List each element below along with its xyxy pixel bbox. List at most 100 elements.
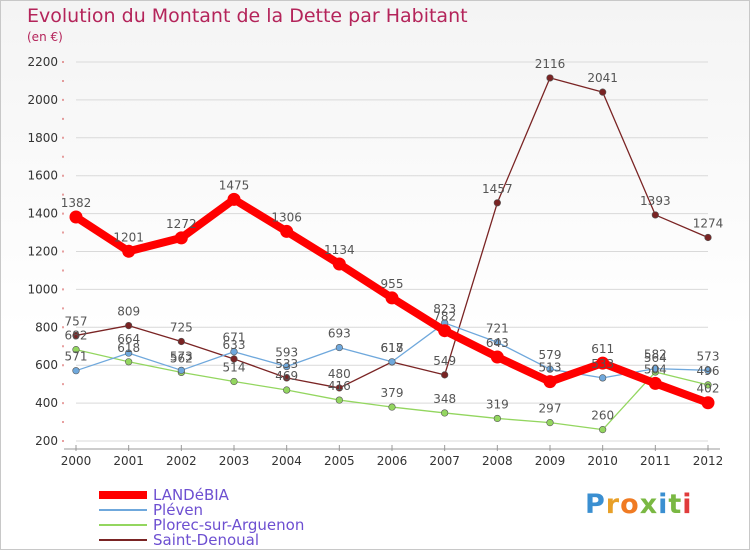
series-point [230, 355, 238, 363]
x-tick-label: 2008 [482, 454, 513, 468]
legend-label: Pléven [153, 500, 204, 519]
series-point [72, 346, 80, 354]
data-label: 1306 [271, 210, 302, 224]
series-point [704, 381, 712, 389]
y-tick-label: 800 [35, 320, 58, 334]
data-label: 533 [275, 357, 298, 371]
series-point [493, 414, 501, 423]
data-label: 562 [170, 351, 193, 365]
x-tick-label: 2003 [219, 454, 250, 468]
series-point [546, 74, 554, 82]
data-label: 582 [644, 348, 667, 362]
legend-swatch [99, 523, 147, 526]
data-label: 593 [275, 346, 298, 360]
logo-letter: t [668, 489, 683, 520]
data-label: 549 [433, 354, 456, 368]
data-label: 671 [223, 331, 246, 345]
chart-title: Evolution du Montant de la Dette par Hab… [27, 5, 468, 27]
y-axis: 200 400 600 800 1000 1200 1400 1600 1800 2000 2200 [27, 55, 64, 448]
data-label: 725 [170, 321, 193, 335]
x-tick-label: 2006 [377, 454, 408, 468]
logo-letter: o [620, 489, 640, 520]
data-label: 319 [486, 397, 509, 411]
legend-item: LANDéBIA [99, 485, 304, 504]
x-tick-label: 2012 [693, 454, 724, 468]
data-label: 379 [381, 386, 404, 400]
data-label: 579 [539, 348, 562, 362]
x-tick-label: 2001 [113, 454, 144, 468]
data-label: 1382 [61, 196, 92, 210]
series-point [72, 367, 80, 375]
series-point [335, 384, 343, 392]
series-point [388, 358, 396, 366]
y-tick-label: 1600 [27, 169, 58, 183]
data-label: 1134 [324, 243, 355, 257]
series-point [283, 386, 291, 394]
series-point [704, 233, 712, 242]
legend-label: Saint-Denoual [153, 530, 260, 549]
series-point [332, 257, 346, 271]
data-label: 348 [433, 392, 456, 406]
data-label: 643 [486, 336, 509, 350]
legend-swatch [99, 538, 147, 541]
data-label: 573 [697, 349, 720, 363]
data-label: 2041 [587, 71, 618, 85]
data-label: 416 [328, 379, 351, 393]
legend-item: Plorec-sur-Arguenon [99, 515, 305, 534]
series-point [385, 291, 399, 305]
x-tick-label: 2002 [166, 454, 197, 468]
series-point [122, 244, 136, 258]
data-label: 809 [117, 305, 140, 319]
data-label: 402 [697, 382, 720, 396]
series-point [280, 224, 294, 238]
y-tick-label: 2200 [27, 55, 58, 69]
series-point [125, 349, 133, 357]
y-tick-label: 400 [35, 396, 58, 410]
series-point [493, 199, 501, 207]
data-label: 721 [486, 321, 509, 335]
data-label: 2116 [535, 57, 566, 71]
series-point [599, 88, 607, 96]
series-point [283, 362, 291, 371]
series-point [69, 210, 83, 224]
data-label: 260 [591, 409, 614, 423]
series-point [125, 358, 133, 366]
data-label: 633 [223, 338, 246, 352]
series-point [441, 409, 449, 417]
series-point [335, 343, 343, 352]
logo-letter: i [658, 489, 669, 520]
legend-swatch [99, 508, 147, 511]
data-label: 757 [65, 314, 88, 328]
series-point [441, 371, 449, 379]
data-label: 618 [381, 341, 404, 355]
series-point [596, 356, 610, 370]
y-tick-label: 600 [35, 358, 58, 372]
chart-unit: (en €) [27, 30, 63, 44]
series-point [335, 396, 343, 404]
legend-item: Pléven [99, 500, 304, 519]
series-point [438, 324, 452, 338]
series-point [230, 348, 238, 356]
series-point [599, 374, 607, 382]
data-label: 504 [644, 362, 667, 376]
series-point [177, 366, 185, 374]
data-label: 1457 [482, 182, 513, 196]
series-point [648, 376, 662, 390]
x-tick-label: 2004 [271, 454, 302, 468]
legend-label: LANDéBIA [153, 485, 229, 504]
series-point [704, 366, 712, 374]
x-tick-label: 2009 [535, 454, 566, 468]
legend-label: Plorec-sur-Arguenon [153, 515, 305, 534]
x-axis: 2000 2001 2002 2003 2004 2005 2006 2007 2008 2009… [61, 445, 724, 468]
data-label: 693 [328, 327, 351, 341]
data-label: 533 [591, 357, 614, 371]
x-tick-label: 2005 [324, 454, 355, 468]
data-label: 496 [697, 364, 720, 378]
grid-lines [76, 61, 708, 442]
data-label: 564 [644, 351, 667, 365]
data-label: 682 [65, 329, 88, 343]
y-tick-label: 1000 [27, 282, 58, 296]
logo-letter: x [639, 489, 659, 520]
series-point [227, 192, 241, 206]
